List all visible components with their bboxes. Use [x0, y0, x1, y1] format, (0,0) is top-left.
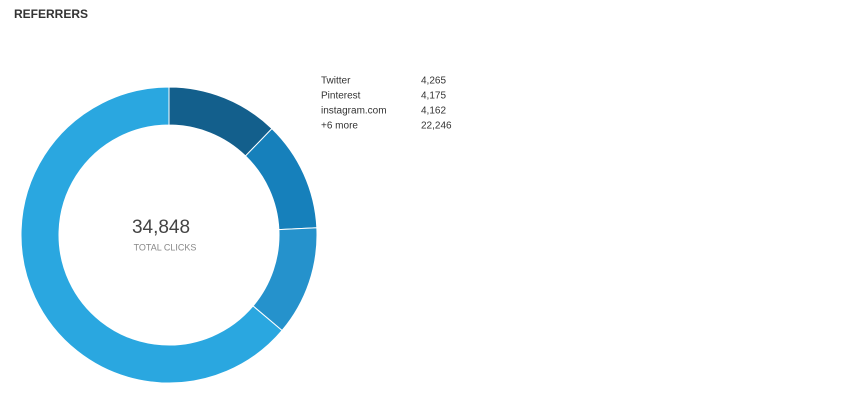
total-caption: TOTAL CLICKS [134, 242, 197, 252]
legend-label: +6 more [321, 121, 358, 132]
legend-value: 22,246 [421, 121, 452, 132]
donut-segment [20, 86, 283, 384]
legend-value: 4,162 [421, 106, 446, 117]
legend-value: 4,265 [421, 76, 446, 87]
chart-title: REFERRERS [14, 7, 88, 21]
legend-value: 4,175 [421, 91, 446, 102]
legend-label: Twitter [321, 76, 351, 87]
total-value: 34,848 [132, 217, 190, 238]
legend-label: Pinterest [321, 91, 361, 102]
legend-label: instagram.com [321, 106, 387, 117]
